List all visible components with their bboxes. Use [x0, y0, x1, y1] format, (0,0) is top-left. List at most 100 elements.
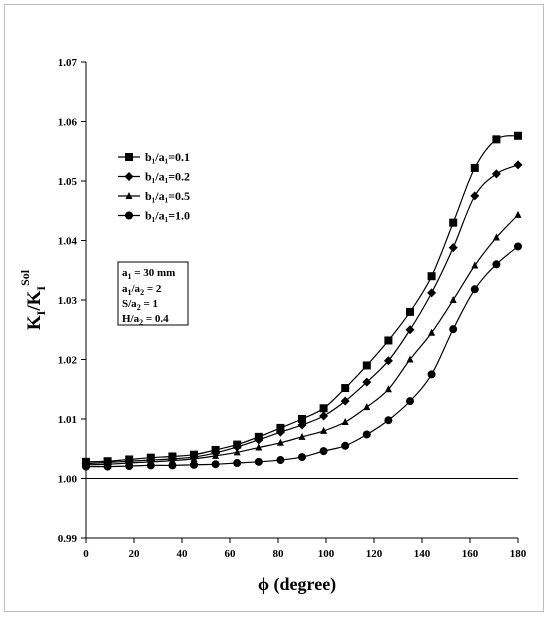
y-tick-label: 1.06 [58, 117, 78, 129]
data-point-triangle [320, 426, 328, 434]
legend-marker-square [125, 153, 133, 161]
data-point-square [514, 131, 522, 140]
data-point-diamond [362, 377, 372, 387]
param-line-2: a1/a2 = 2 [122, 283, 162, 297]
data-point-square [384, 336, 393, 345]
x-tick-label: 140 [414, 548, 431, 560]
param-line-4: H/a2 = 0.4 [122, 313, 169, 327]
data-point-diamond [427, 288, 437, 298]
data-point-diamond [405, 325, 415, 335]
data-point-triangle [190, 454, 198, 462]
data-point-diamond [513, 160, 523, 170]
figure-frame [4, 4, 544, 612]
data-point-circle [82, 462, 90, 471]
data-point-circle [190, 460, 198, 469]
x-tick-label: 40 [177, 548, 189, 560]
y-axis-label: KI/KISol [18, 269, 48, 330]
legend-label: b₁/a₁=1.0 [145, 209, 190, 223]
legend-item: b₁/a₁=0.2 [118, 170, 190, 184]
data-point-triangle [276, 438, 284, 446]
data-point-diamond [470, 191, 480, 201]
y-tick-label: 1.05 [58, 176, 78, 188]
x-tick-label: 80 [273, 548, 285, 560]
x-tick-label: 100 [318, 548, 335, 560]
data-point-diamond [297, 420, 307, 430]
data-point-circle [514, 242, 522, 251]
data-point-circle [492, 260, 501, 269]
data-point-triangle [492, 233, 500, 241]
x-tick-label: 120 [366, 548, 383, 560]
x-tick-label: 20 [129, 548, 141, 560]
data-point-triangle [471, 261, 479, 269]
parameter-box: a1 = 30 mm a1/a2 = 2 S/a2 = 1 H/a2 = 0.4 [117, 261, 189, 327]
data-point-circle [449, 325, 458, 334]
series-circle [82, 242, 522, 471]
data-point-circle [362, 430, 371, 439]
series-group [81, 131, 523, 471]
y-tick-label: 1.04 [58, 236, 78, 248]
data-point-circle [125, 462, 134, 471]
x-axis-label: ϕ (degree) [258, 574, 336, 595]
data-point-circle [168, 461, 177, 470]
data-point-square [362, 361, 371, 370]
data-point-circle [319, 447, 328, 456]
data-point-circle [254, 457, 263, 466]
legend-label: b₁/a₁=0.5 [145, 189, 190, 203]
x-tick-label: 0 [83, 548, 89, 560]
data-point-circle [211, 460, 220, 469]
data-point-square [319, 404, 328, 413]
data-point-triangle [449, 296, 457, 303]
data-point-diamond [319, 411, 329, 421]
data-point-diamond [340, 396, 350, 406]
x-tick-label: 160 [462, 548, 479, 560]
data-point-diamond [383, 356, 393, 366]
legend-marker-circle [125, 211, 133, 220]
data-point-diamond [254, 435, 264, 445]
data-point-square [406, 307, 414, 316]
data-point-diamond [448, 243, 458, 253]
data-point-triangle [428, 328, 436, 336]
data-point-circle [298, 453, 306, 462]
data-point-square [298, 415, 306, 423]
axes: 0.99 1.00 1.01 1.02 1.03 1.04 1.05 1.06 1.07 0 20 4… [58, 57, 527, 560]
data-point-circle [427, 370, 436, 379]
legend-label: b₁/a₁=0.1 [145, 150, 190, 164]
data-point-diamond [275, 427, 285, 437]
y-tick-label: 1.02 [58, 355, 78, 367]
x-tick-label: 60 [225, 548, 237, 560]
data-point-circle [146, 461, 155, 470]
data-point-triangle [212, 451, 220, 459]
legend-marker-triangle [125, 192, 133, 199]
legend: b₁/a₁=0.1 b₁/a₁=0.2 b₁/a₁=0.5 b₁/a₁=1.0 [118, 150, 190, 223]
data-point-triangle [298, 432, 306, 440]
x-tick-label: 180 [510, 548, 527, 560]
y-tick-label: 1.07 [58, 57, 78, 69]
data-point-square [449, 218, 458, 227]
y-tick-label: 0.99 [58, 533, 78, 545]
legend-marker-diamond [124, 172, 134, 181]
legend-label: b₁/a₁=0.2 [145, 170, 190, 184]
data-point-triangle [341, 417, 349, 425]
legend-item: b₁/a₁=0.5 [118, 189, 190, 203]
data-point-square [427, 272, 436, 281]
data-point-triangle [406, 355, 414, 363]
data-point-diamond [232, 442, 242, 452]
data-point-square [341, 384, 350, 393]
y-tick-label: 1.01 [58, 414, 77, 426]
data-point-triangle [255, 443, 263, 451]
data-point-circle [103, 462, 112, 471]
data-point-circle [341, 441, 350, 450]
y-tick-label: 1.03 [58, 295, 78, 307]
data-point-square [492, 135, 501, 144]
param-line-3: S/a2 = 1 [122, 298, 158, 312]
data-point-triangle [233, 448, 241, 456]
legend-item: b₁/a₁=1.0 [118, 209, 190, 223]
data-point-circle [406, 397, 414, 406]
param-line-1: a1 = 30 mm [122, 267, 175, 281]
data-point-circle [470, 285, 479, 294]
data-point-circle [233, 459, 242, 468]
parameter-box-border [117, 261, 189, 326]
legend-item: b₁/a₁=0.1 [118, 150, 190, 164]
data-point-circle [276, 456, 285, 465]
